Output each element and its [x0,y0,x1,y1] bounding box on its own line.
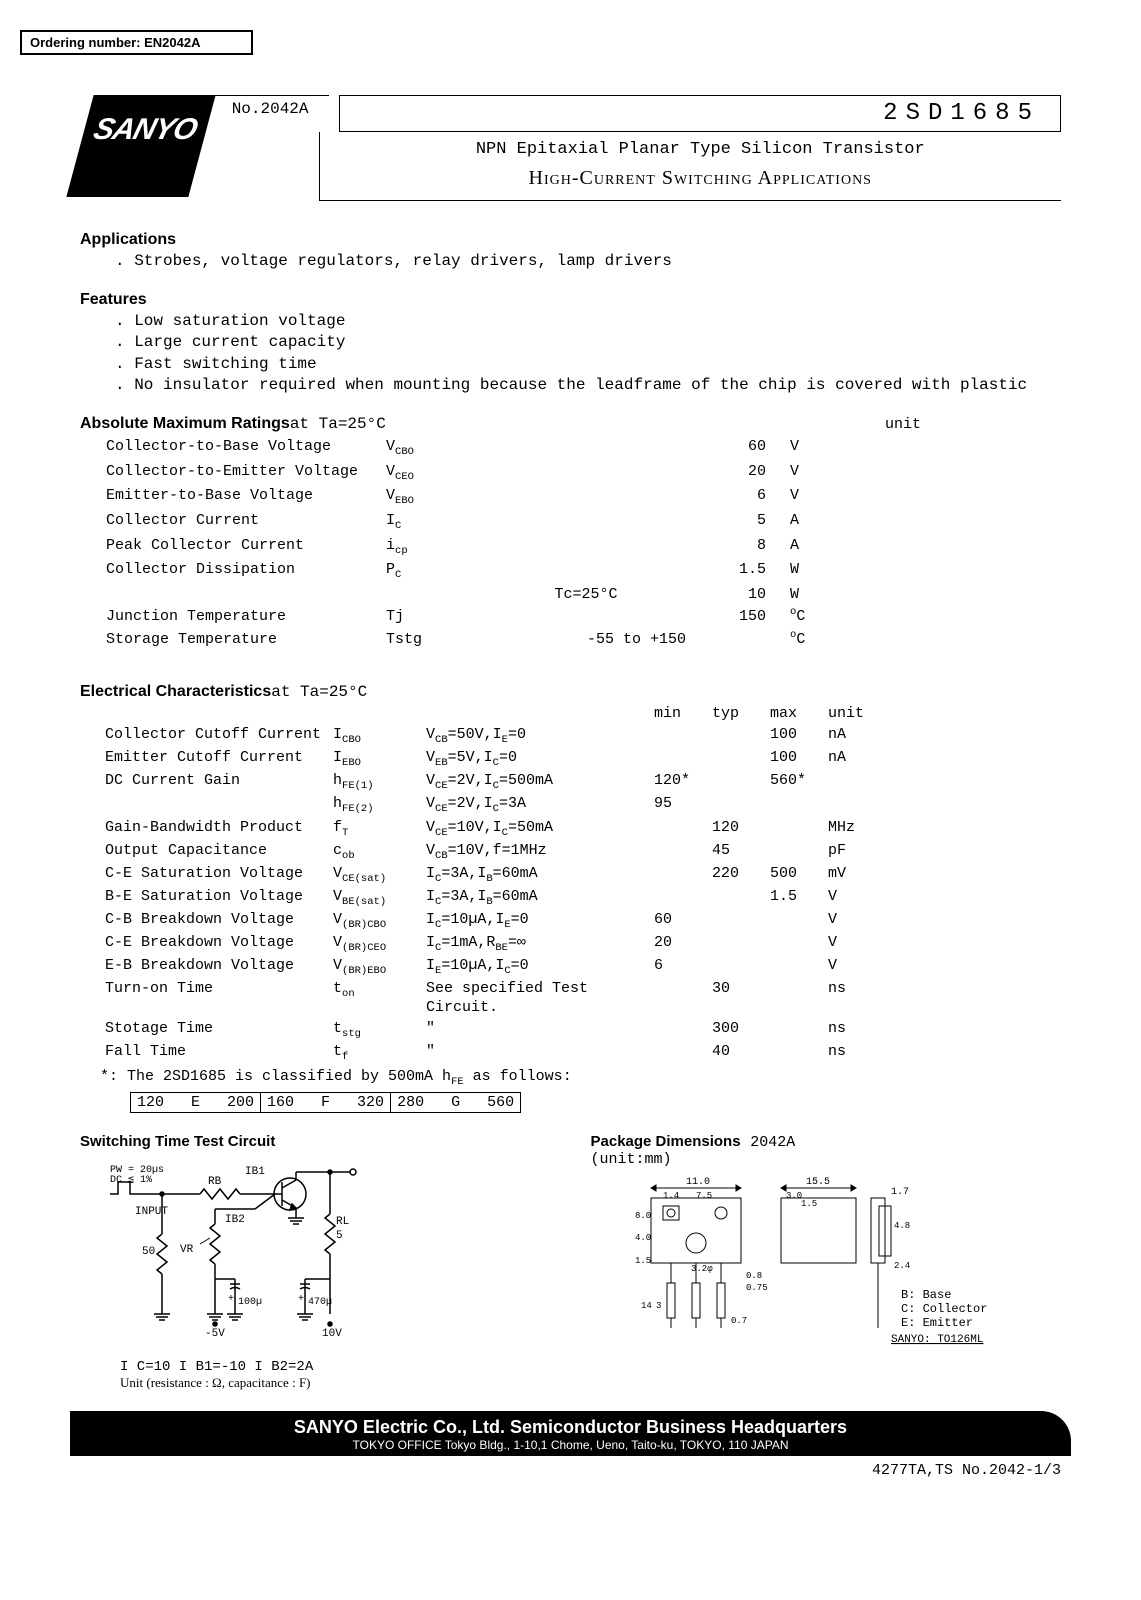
package-unit-label: (unit:mm) [591,1151,1062,1168]
page-code: 4277TA,TS No.2042-1/3 [80,1462,1061,1479]
applications-item: Strobes, voltage regulators, relay drive… [115,251,1061,273]
svg-text:0.7: 0.7 [731,1316,747,1326]
classification-cell: 120 E 200 [130,1092,260,1113]
applications-title: Applications [80,231,1061,249]
table-row: C-E Saturation Voltage VCE(sat) IC=3A,IB… [102,865,871,886]
svg-text:50: 50 [142,1246,155,1258]
electrical-characteristics-table: min typ max unit Collector Cutoff Curren… [100,703,873,1066]
svg-text:8.0: 8.0 [635,1211,651,1221]
svg-text:4.0: 4.0 [635,1233,651,1243]
table-row: Gain-Bandwidth Product fT VCE=10V,IC=50m… [102,819,871,840]
svg-text:+: + [298,1294,304,1305]
table-row: E-B Breakdown Voltage V(BR)EBO IE=10µA,I… [102,957,871,978]
subtitle-application: High-Current Switching Applications [350,167,1052,190]
switching-test-unit-note: Unit (resistance : Ω, capacitance : F) [120,1375,551,1391]
svg-text:1.4: 1.4 [663,1191,679,1201]
header-row: SANYO No.2042A 2SD1685 NPN Epitaxial Pla… [80,95,1061,201]
features-item: Large current capacity [115,332,1061,354]
svg-text:DC ≦ 1%: DC ≦ 1% [110,1175,152,1186]
svg-text:1.5: 1.5 [801,1199,817,1209]
svg-text:3.2φ: 3.2φ [691,1264,713,1274]
svg-text:3: 3 [656,1301,661,1311]
svg-text:C: Collector: C: Collector [901,1302,987,1316]
svg-text:B: Base: B: Base [901,1288,951,1302]
features-item: Low saturation voltage [115,311,1061,333]
table-row: C-B Breakdown Voltage V(BR)CBO IC=10µA,I… [102,911,871,932]
abs-max-ratings-table: Collector-to-Base Voltage VCBO 60 V Coll… [100,435,836,651]
svg-text:RL: RL [336,1216,349,1228]
document-number: No.2042A [202,95,329,122]
footer-bar: SANYO Electric Co., Ltd. Semiconductor B… [70,1411,1071,1456]
sanyo-logo: SANYO [66,95,215,197]
ordering-number-box: Ordering number: EN2042A [20,30,253,55]
part-number: 2SD1685 [339,95,1062,132]
svg-text:IB1: IB1 [245,1166,265,1178]
table-row: Collector Cutoff Current ICBO VCB=50V,IE… [102,726,871,747]
table-row: Turn-on Time ton See specified Test Circ… [102,980,871,1018]
package-dimensions-title: Package Dimensions [591,1133,741,1150]
svg-text:4.8: 4.8 [894,1221,910,1231]
subtitle-device-type: NPN Epitaxial Planar Type Silicon Transi… [350,140,1052,159]
switching-test-title: Switching Time Test Circuit [80,1133,551,1150]
svg-text:10V: 10V [322,1328,342,1340]
classification-cell: 160 F 320 [260,1092,390,1113]
svg-text:2.4: 2.4 [894,1261,910,1271]
table-row: B-E Saturation Voltage VBE(sat) IC=3A,IB… [102,888,871,909]
svg-text:5: 5 [336,1230,343,1242]
elec-char-condition: at Ta=25°C [271,683,367,701]
table-row: DC Current Gain hFE(1) VCE=2V,IC=500mA 1… [102,772,871,793]
table-row: Stotage Time tstg " 300 ns [102,1020,871,1041]
table-row: Tc=25°C 10 W [102,585,834,605]
svg-text:100µ: 100µ [238,1297,262,1308]
svg-text:15.5: 15.5 [806,1177,830,1188]
table-row: Fall Time tf " 40 ns [102,1043,871,1064]
table-row: Collector Dissipation PC 1.5 W [102,560,834,583]
table-row: Collector-to-Base Voltage VCBO 60 V [102,437,834,460]
table-row: Output Capacitance cob VCB=10V,f=1MHz 45… [102,842,871,863]
table-row: hFE(2) VCE=2V,IC=3A 95 [102,795,871,816]
table-row: Junction Temperature Tj 150 oC [102,606,834,627]
svg-text:470µ: 470µ [308,1297,332,1308]
classification-note: *: The 2SD1685 is classified by 500mA hF… [100,1068,1061,1088]
svg-text:-5V: -5V [205,1328,225,1340]
table-row: Storage Temperature Tstg -55 to +150 oC [102,629,834,650]
abs-max-unit-header: unit [885,416,921,433]
abs-max-condition: at Ta=25°C [290,415,386,433]
footer-address: TOKYO OFFICE Tokyo Bldg., 1-10,1 Chome, … [80,1438,1061,1452]
features-title: Features [80,291,1061,309]
svg-text:+: + [228,1294,234,1305]
svg-text:1.7: 1.7 [891,1187,909,1198]
features-item: Fast switching time [115,354,1061,376]
svg-text:14: 14 [641,1301,652,1311]
svg-text:VR: VR [180,1244,194,1256]
classification-boxes: 120 E 200160 F 320280 G 560 [130,1092,1061,1113]
table-row: Peak Collector Current icp 8 A [102,536,834,559]
svg-text:3.0: 3.0 [786,1191,802,1201]
switching-test-circuit-diagram: + [80,1154,420,1354]
svg-text:IB2: IB2 [225,1214,245,1226]
svg-text:E: Emitter: E: Emitter [901,1316,973,1330]
svg-text:INPUT: INPUT [135,1206,168,1218]
svg-text:7.5: 7.5 [696,1191,712,1201]
switching-test-condition: I C=10 I B1=-10 I B2=2A [120,1359,551,1375]
abs-max-title: Absolute Maximum Ratings [80,415,290,433]
package-code: 2042A [750,1134,795,1151]
classification-cell: 280 G 560 [390,1092,521,1113]
package-dimensions-diagram: 11.0 15.5 1.7 7.5 1.4 3.0 1.5 8.0 4.0 1.… [591,1168,1011,1358]
table-row: Collector Current IC 5 A [102,511,834,534]
table-row: Collector-to-Emitter Voltage VCEO 20 V [102,462,834,485]
footer-company: SANYO Electric Co., Ltd. Semiconductor B… [80,1417,1061,1438]
svg-text:SANYO: TO126ML: SANYO: TO126ML [891,1334,983,1346]
svg-text:1.5: 1.5 [635,1256,651,1266]
svg-text:0.75: 0.75 [746,1283,768,1293]
svg-text:0.8: 0.8 [746,1271,762,1281]
svg-text:RB: RB [208,1176,222,1188]
table-row: Emitter-to-Base Voltage VEBO 6 V [102,486,834,509]
table-row: Emitter Cutoff Current IEBO VEB=5V,IC=0 … [102,749,871,770]
table-row: C-E Breakdown Voltage V(BR)CEO IC=1mA,RB… [102,934,871,955]
elec-char-title: Electrical Characteristics [80,683,271,701]
svg-text:11.0: 11.0 [686,1177,710,1188]
features-item: No insulator required when mounting beca… [115,375,1061,397]
